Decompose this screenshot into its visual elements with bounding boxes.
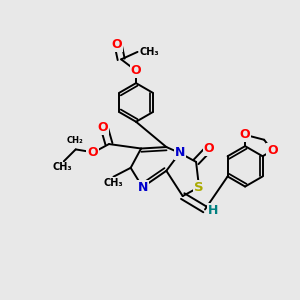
Text: N: N <box>175 146 185 160</box>
Text: N: N <box>137 181 148 194</box>
Text: O: O <box>240 128 250 141</box>
Text: O: O <box>98 121 108 134</box>
Text: O: O <box>131 64 141 77</box>
Text: O: O <box>111 38 122 51</box>
Text: CH₂: CH₂ <box>66 136 83 145</box>
Text: CH₃: CH₃ <box>52 162 72 172</box>
Text: CH₃: CH₃ <box>103 178 123 188</box>
Text: O: O <box>267 144 278 157</box>
Text: O: O <box>203 142 214 155</box>
Text: S: S <box>194 181 204 194</box>
Text: CH₃: CH₃ <box>139 47 159 57</box>
Text: H: H <box>208 204 218 218</box>
Text: O: O <box>87 146 98 159</box>
